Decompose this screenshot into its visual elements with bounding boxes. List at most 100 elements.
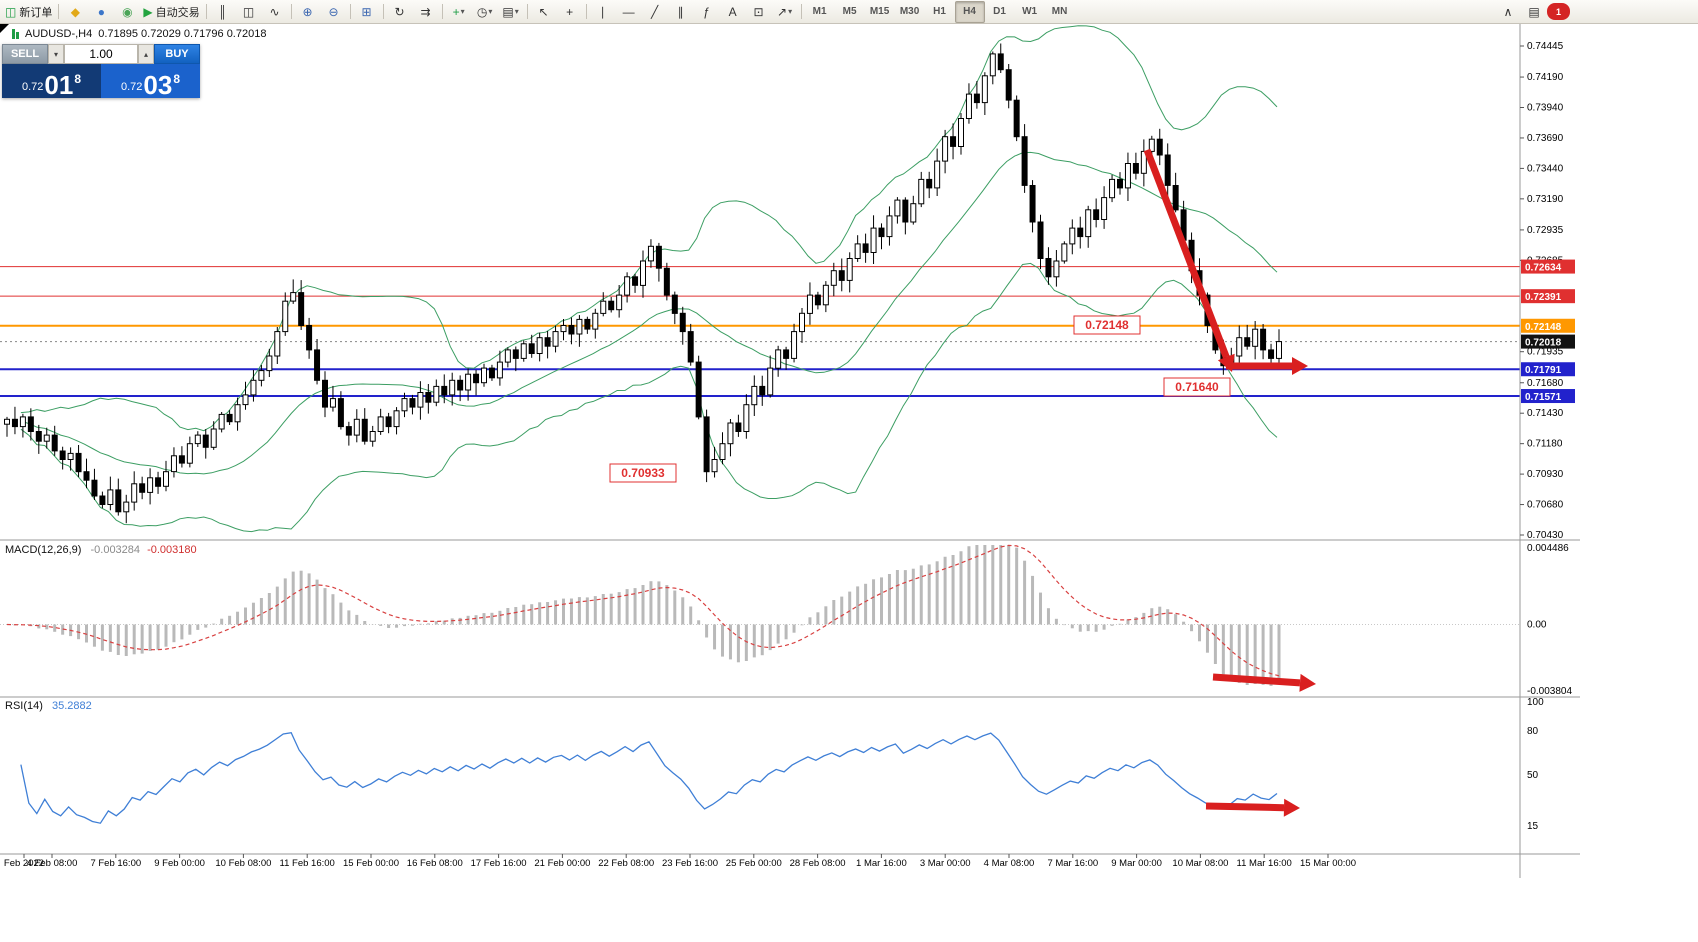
arrows-icon[interactable]: ↗ ▾ (777, 4, 793, 19)
macd-signal-value: -0.003180 (147, 544, 197, 556)
horizontal-line-icon[interactable]: ― (622, 4, 635, 19)
scroll-up-icon[interactable]: ∧ (1503, 4, 1513, 19)
mql5-icon[interactable]: ◆ (70, 4, 80, 19)
price-right-arrow (1226, 357, 1308, 375)
tf-m5[interactable]: M5 (842, 6, 857, 17)
tf-h4[interactable]: H4 (954, 0, 985, 23)
toolbar-separator (585, 4, 587, 19)
tf-w1[interactable]: W1 (1022, 6, 1038, 17)
rsi-name: RSI(14) (5, 700, 43, 712)
news-icon[interactable]: ● (97, 4, 105, 19)
buy-button[interactable]: BUY (154, 44, 200, 64)
svg-text:0.72148: 0.72148 (1085, 318, 1129, 332)
notification-badge[interactable]: 1 (1547, 3, 1570, 20)
svg-text:0.70680: 0.70680 (1527, 500, 1564, 511)
trendline-icon[interactable]: ╱ (650, 4, 659, 19)
line-chart-type-icon[interactable]: ∿ (269, 4, 280, 19)
toolbar-separator (349, 4, 351, 19)
panel-separators[interactable] (0, 539, 1580, 855)
template-icon[interactable]: ▤ ▾ (502, 4, 519, 19)
svg-text:28 Feb 08:00: 28 Feb 08:00 (790, 858, 846, 869)
text-icon[interactable]: A (728, 4, 737, 19)
svg-text:16 Feb 08:00: 16 Feb 08:00 (407, 858, 463, 869)
vertical-line-icon[interactable]: ∣ (599, 4, 606, 19)
new-order-button[interactable]: ◫ 新订单 (5, 4, 53, 19)
svg-text:0.72018: 0.72018 (1525, 338, 1562, 349)
svg-text:9 Feb 00:00: 9 Feb 00:00 (154, 858, 205, 869)
price-scale[interactable]: 0.74445 0.74190 0.73940 0.73690 0.73440 0.731… (1519, 23, 1575, 878)
fibonacci-icon[interactable]: ƒ (703, 4, 710, 19)
svg-text:100: 100 (1527, 697, 1544, 708)
candlestick-icon (12, 29, 19, 39)
toolbar-separator (800, 4, 802, 19)
symbol-ohlc: 0.71895 0.72029 0.71796 0.72018 (98, 28, 267, 40)
toolbar-separator (441, 4, 443, 19)
tf-h1[interactable]: H1 (933, 6, 946, 17)
svg-text:0.71680: 0.71680 (1527, 378, 1564, 389)
svg-text:10 Mar 08:00: 10 Mar 08:00 (1172, 858, 1228, 869)
svg-text:7 Feb 16:00: 7 Feb 16:00 (90, 858, 141, 869)
community-icon[interactable]: ◉ (122, 4, 133, 19)
toolbar: ◫ 新订单 ◆ ● ◉ ▶ 自动交易 ║ ◫ ∿ ⊕ ⊖ ⊞ ↻ ⇉ + ▾ ◷ ▾ ▤ ▾ ↖ + ∣ ― ╱ ∥ ƒ A ⊡ ↗ ▾ M1 M… (0, 0, 1698, 24)
macd-right-arrow (1212, 673, 1316, 692)
svg-text:17 Feb 16:00: 17 Feb 16:00 (471, 858, 527, 869)
window-list-icon[interactable]: ▤ (1528, 4, 1540, 19)
periods-icon[interactable]: ◷ ▾ (476, 4, 493, 19)
svg-text:21 Feb 00:00: 21 Feb 00:00 (534, 858, 590, 869)
one-click-collapse-toggle[interactable] (0, 24, 9, 33)
tf-d1[interactable]: D1 (993, 6, 1006, 17)
tf-m1[interactable]: M1 (812, 6, 827, 17)
sell-price[interactable]: 0.72 01 8 (2, 64, 101, 98)
chart-shift-icon[interactable]: ⇉ (420, 4, 431, 19)
indicators-icon[interactable]: + ▾ (452, 4, 465, 19)
bar-chart-type-icon[interactable]: ║ (218, 4, 227, 19)
toolbar-separator (290, 4, 292, 19)
svg-text:0.72148: 0.72148 (1525, 322, 1562, 333)
zoom-in-icon[interactable]: ⊕ (302, 4, 313, 19)
svg-text:4 Mar 08:00: 4 Mar 08:00 (984, 858, 1035, 869)
auto-scroll-icon[interactable]: ↻ (394, 4, 405, 19)
svg-text:Feb 2022: Feb 2022 (4, 858, 44, 869)
zoom-out-icon[interactable]: ⊖ (328, 4, 339, 19)
tf-mn[interactable]: MN (1051, 6, 1068, 17)
tile-windows-icon[interactable]: ⊞ (361, 4, 372, 19)
svg-text:0.73440: 0.73440 (1527, 163, 1564, 174)
tf-m30[interactable]: M30 (899, 6, 920, 17)
buy-price[interactable]: 0.72 03 8 (101, 64, 200, 98)
autotrading-button[interactable]: ▶ 自动交易 (143, 4, 200, 19)
channel-icon[interactable]: ∥ (677, 4, 684, 19)
rsi-right-arrow (1205, 798, 1300, 817)
svg-text:0.72391: 0.72391 (1525, 292, 1562, 303)
toolbar-separator (382, 4, 384, 19)
text-label-icon[interactable]: ⊡ (753, 4, 764, 19)
svg-text:0.73190: 0.73190 (1527, 194, 1564, 205)
rsi-panel[interactable]: 100 80 50 15 (20, 697, 1544, 832)
svg-text:1 Mar 16:00: 1 Mar 16:00 (856, 858, 907, 869)
candles[interactable] (4, 43, 1282, 524)
rsi-indicator-label: RSI(14) 35.2882 (5, 700, 92, 712)
svg-text:0.71935: 0.71935 (1527, 347, 1564, 358)
macd-panel[interactable]: 0.004486 0.00 -0.003804 (0, 543, 1572, 697)
svg-text:0.70933: 0.70933 (621, 466, 665, 480)
svg-text:0.71180: 0.71180 (1527, 439, 1563, 450)
toolbar-separator (58, 4, 60, 19)
crosshair-icon[interactable]: + (566, 4, 574, 19)
sell-price-prefix: 0.72 (21, 81, 44, 93)
rsi-value: 35.2882 (51, 700, 92, 712)
volume-up-button[interactable]: ▴ (138, 44, 154, 64)
volume-input[interactable] (64, 44, 138, 64)
svg-text:0.00: 0.00 (1527, 620, 1547, 631)
svg-text:0.71791: 0.71791 (1525, 365, 1562, 376)
svg-text:22 Feb 08:00: 22 Feb 08:00 (598, 858, 654, 869)
volume-down-button[interactable]: ▾ (48, 44, 64, 64)
sell-button[interactable]: SELL (2, 44, 48, 64)
tf-m15[interactable]: M15 (869, 6, 890, 17)
svg-text:15 Feb 00:00: 15 Feb 00:00 (343, 858, 399, 869)
cursor-icon[interactable]: ↖ (538, 4, 549, 19)
candlestick-type-icon[interactable]: ◫ (242, 4, 255, 19)
chart-background (0, 23, 1698, 942)
svg-text:11 Mar 16:00: 11 Mar 16:00 (1237, 858, 1292, 869)
macd-name: MACD(12,26,9) (5, 544, 82, 556)
